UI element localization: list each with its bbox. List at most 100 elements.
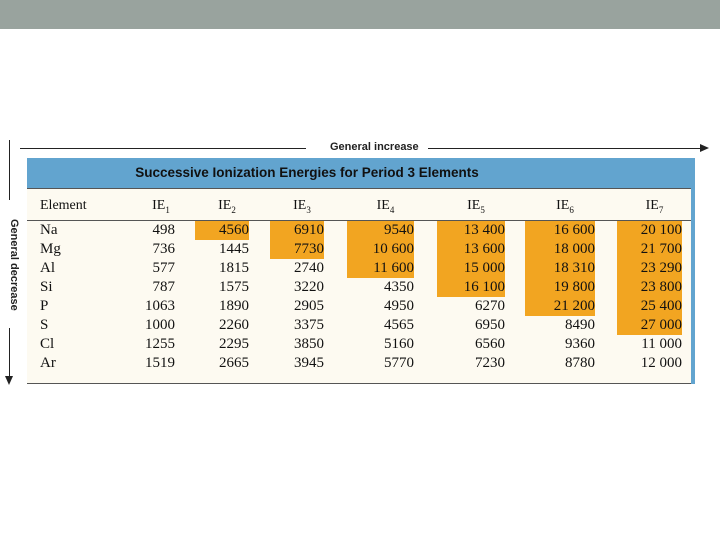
element-symbol: Al bbox=[40, 260, 55, 276]
table-cell: 4350 bbox=[384, 279, 414, 295]
table-cell: 736 bbox=[152, 241, 176, 257]
table-cell: 8780 bbox=[565, 355, 595, 371]
arrow-line-right bbox=[428, 148, 700, 149]
table-cell: 1255 bbox=[145, 336, 175, 352]
table-cell: 25 400 bbox=[617, 297, 682, 316]
table-cell: 3945 bbox=[294, 355, 324, 371]
element-symbol: Si bbox=[40, 279, 53, 295]
element-symbol: Ar bbox=[40, 355, 56, 371]
header-ie-subscript: 7 bbox=[658, 204, 664, 215]
table-cell: 18 000 bbox=[525, 240, 595, 259]
general-decrease-arrow: General decrease bbox=[0, 140, 20, 385]
table-cell: 13 400 bbox=[437, 221, 505, 240]
arrow-line-left bbox=[20, 148, 306, 149]
table-cell: 1519 bbox=[145, 355, 175, 371]
table-cell: 1890 bbox=[219, 298, 249, 314]
table-cell: 27 000 bbox=[617, 316, 682, 335]
arrow-line-bottom bbox=[9, 328, 10, 376]
table-cell: 1815 bbox=[219, 260, 249, 276]
table-cell: 1000 bbox=[145, 317, 175, 333]
header-ie-subscript: 6 bbox=[569, 204, 574, 215]
element-symbol: Mg bbox=[40, 241, 61, 257]
table-cell: 8490 bbox=[565, 317, 595, 333]
header-ie-base: IE bbox=[645, 198, 659, 213]
table-cell: 498 bbox=[152, 222, 176, 238]
table-cell: 6910 bbox=[270, 221, 324, 240]
header-ie-base: IE bbox=[293, 198, 307, 213]
table-cell: 6950 bbox=[475, 317, 505, 333]
table-cell: 1063 bbox=[145, 298, 175, 314]
table-cell: 23 290 bbox=[617, 259, 682, 278]
table-cell: 6270 bbox=[475, 298, 505, 314]
header-ie-base: IE bbox=[376, 198, 390, 213]
header-ie-2: IE2 bbox=[205, 192, 249, 220]
table-cell: 19 800 bbox=[525, 278, 595, 297]
arrow-line-top bbox=[9, 140, 10, 200]
header-ie-7: IE7 bbox=[627, 192, 682, 220]
table-cell: 4560 bbox=[195, 221, 249, 240]
table-cell: 9540 bbox=[347, 221, 414, 240]
table-cell: 12 000 bbox=[640, 355, 682, 371]
table-cell: 2740 bbox=[294, 260, 324, 276]
header-ie-6: IE6 bbox=[535, 192, 595, 220]
table-cell: 7230 bbox=[475, 355, 505, 371]
header-ie-base: IE bbox=[556, 198, 570, 213]
table-cell: 23 800 bbox=[617, 278, 682, 297]
table-cell: 2665 bbox=[219, 355, 249, 371]
table-cell: 3850 bbox=[294, 336, 324, 352]
ionization-energy-table: Successive Ionization Energies for Perio… bbox=[27, 158, 695, 384]
table-cell: 787 bbox=[152, 279, 176, 295]
table-cell: 7730 bbox=[270, 240, 324, 259]
table-cell: 1575 bbox=[219, 279, 249, 295]
table-title-bar: Successive Ionization Energies for Perio… bbox=[27, 158, 695, 188]
arrow-down-icon bbox=[5, 376, 13, 385]
header-ie-subscript: 1 bbox=[165, 204, 170, 215]
table-side-band bbox=[691, 158, 695, 384]
table-cell: 2905 bbox=[294, 298, 324, 314]
header-ie-base: IE bbox=[152, 198, 166, 213]
element-symbol: P bbox=[40, 298, 49, 314]
table-cell: 21 700 bbox=[617, 240, 682, 259]
header-ie-5: IE5 bbox=[447, 192, 505, 220]
header-ie-1: IE1 bbox=[147, 192, 175, 220]
arrow-right-icon bbox=[700, 144, 709, 152]
element-symbol: S bbox=[40, 317, 49, 333]
rule-top bbox=[27, 188, 691, 189]
table-cell: 18 310 bbox=[525, 259, 595, 278]
header-ie-subscript: 3 bbox=[306, 204, 311, 215]
table-cell: 15 000 bbox=[437, 259, 505, 278]
header-ie-3: IE3 bbox=[280, 192, 324, 220]
table-cell: 2260 bbox=[219, 317, 249, 333]
table-cell: 3220 bbox=[294, 279, 324, 295]
table-cell: 21 200 bbox=[525, 297, 595, 316]
header-ie-4: IE4 bbox=[357, 192, 414, 220]
general-increase-label: General increase bbox=[330, 141, 419, 153]
table-cell: 16 600 bbox=[525, 221, 595, 240]
table-cell: 11 600 bbox=[347, 259, 414, 278]
table-cell: 1445 bbox=[219, 241, 249, 257]
general-increase-arrow: General increase bbox=[20, 140, 709, 158]
table-cell: 13 600 bbox=[437, 240, 505, 259]
header-ie-base: IE bbox=[218, 198, 232, 213]
rule-bottom bbox=[27, 383, 691, 384]
table-cell: 16 100 bbox=[437, 278, 505, 297]
general-decrease-label: General decrease bbox=[8, 219, 20, 311]
header-element: Element bbox=[40, 198, 87, 213]
table-cell: 4565 bbox=[384, 317, 414, 333]
header-ie-subscript: 4 bbox=[389, 204, 395, 215]
table-cell: 577 bbox=[152, 260, 176, 276]
table-cell: 10 600 bbox=[347, 240, 414, 259]
table-title: Successive Ionization Energies for Perio… bbox=[135, 165, 479, 180]
table-cell: 5770 bbox=[384, 355, 414, 371]
table-cell: 3375 bbox=[294, 317, 324, 333]
element-symbol: Cl bbox=[40, 336, 55, 352]
header-ie-subscript: 2 bbox=[231, 204, 236, 215]
table-cell: 20 100 bbox=[617, 221, 682, 240]
table-cell: 5160 bbox=[384, 336, 414, 352]
element-symbol: Na bbox=[40, 222, 58, 238]
table-cell: 9360 bbox=[565, 336, 595, 352]
table-cell: 4950 bbox=[384, 298, 414, 314]
table-cell: 11 000 bbox=[641, 336, 682, 352]
header-ie-subscript: 5 bbox=[480, 204, 485, 215]
header-ie-base: IE bbox=[467, 198, 481, 213]
